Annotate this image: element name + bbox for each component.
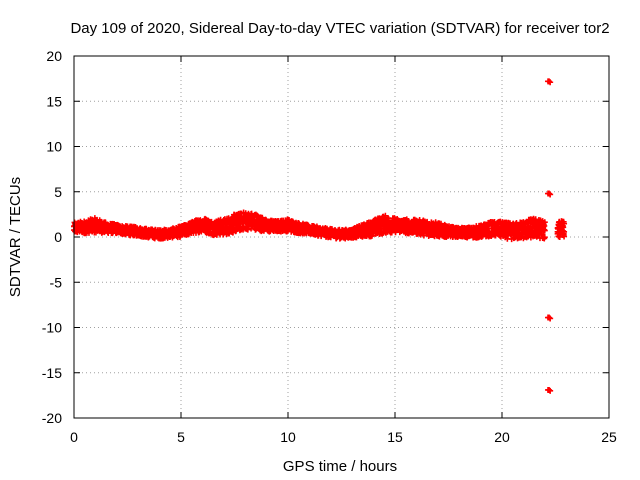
- y-tick-label: 20: [46, 48, 62, 64]
- data-point: [561, 233, 568, 240]
- data-point: [541, 234, 548, 241]
- x-tick-label: 25: [601, 429, 617, 445]
- x-axis-label: GPS time / hours: [283, 458, 397, 475]
- outlier-point: [546, 386, 553, 393]
- x-tick-label: 10: [280, 429, 296, 445]
- y-axis-label: SDTVAR / TECUs: [7, 177, 24, 297]
- tick-labels: 0 5 10 15 20 25 -20 -15 -10 -5 0 5 10 15 20: [42, 48, 617, 445]
- y-tick-label: 5: [54, 184, 62, 200]
- y-tick-label: 10: [46, 139, 62, 155]
- chart-title: Day 109 of 2020, Sidereal Day-to-day VTE…: [70, 20, 609, 37]
- x-tick-label: 5: [177, 429, 185, 445]
- y-tick-label: 15: [46, 93, 62, 109]
- data-point: [561, 220, 568, 227]
- outlier-point: [546, 190, 553, 197]
- y-tick-label: 0: [54, 229, 62, 245]
- x-tick-label: 20: [494, 429, 510, 445]
- y-tick-label: -5: [50, 274, 63, 290]
- y-tick-label: -15: [42, 365, 62, 381]
- x-tick-label: 0: [70, 429, 78, 445]
- outlier-point: [547, 387, 554, 394]
- data-point: [541, 219, 548, 226]
- outlier-point: [546, 314, 553, 321]
- y-tick-label: -10: [42, 320, 62, 336]
- data-point: [244, 226, 251, 233]
- outlier-point: [547, 191, 554, 198]
- plot-frame: [73, 55, 610, 419]
- data-point: [541, 227, 548, 234]
- outlier-point: [547, 315, 554, 322]
- outlier-point: [546, 78, 553, 85]
- data-point: [560, 224, 567, 231]
- y-tick-label: -20: [42, 410, 62, 426]
- outlier-point: [547, 79, 554, 86]
- data-points: [71, 78, 568, 394]
- x-tick-label: 15: [387, 429, 403, 445]
